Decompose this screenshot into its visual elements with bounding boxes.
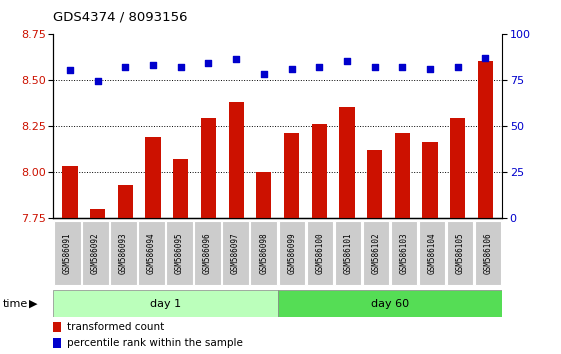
Text: day 60: day 60 (371, 298, 409, 309)
Bar (306, 221, 333, 285)
Text: time: time (3, 298, 28, 309)
Bar (53, 322, 61, 332)
Text: GSM586094: GSM586094 (147, 232, 156, 274)
Bar (82, 221, 108, 285)
Bar (53, 290, 278, 317)
Bar (90, 209, 105, 218)
Point (481, 55, 490, 61)
Bar (284, 133, 299, 218)
Bar (256, 172, 272, 218)
Bar (201, 118, 216, 218)
Point (204, 60, 213, 66)
Bar (222, 221, 249, 285)
Text: GSM586096: GSM586096 (203, 232, 212, 274)
Text: GSM586091: GSM586091 (63, 232, 72, 274)
Bar (228, 102, 244, 218)
Text: GDS4374 / 8093156: GDS4374 / 8093156 (53, 11, 188, 24)
Bar (278, 290, 502, 317)
Bar (311, 124, 327, 218)
Bar (166, 221, 193, 285)
Point (453, 64, 462, 70)
Text: GSM586093: GSM586093 (119, 232, 128, 274)
Bar (447, 221, 473, 285)
Text: GSM586100: GSM586100 (315, 232, 324, 274)
Point (426, 66, 435, 72)
Text: GSM586102: GSM586102 (371, 232, 380, 274)
Point (370, 64, 379, 70)
Bar (62, 166, 77, 218)
Bar (450, 118, 466, 218)
Bar (53, 338, 61, 348)
Bar (138, 221, 164, 285)
Bar (367, 150, 382, 218)
Text: GSM586105: GSM586105 (456, 232, 465, 274)
Bar (334, 221, 361, 285)
Text: ▶: ▶ (29, 298, 38, 309)
Bar (145, 137, 160, 218)
Bar (54, 221, 81, 285)
Text: GSM586104: GSM586104 (427, 232, 436, 274)
Text: GSM586103: GSM586103 (399, 232, 408, 274)
Bar (422, 142, 438, 218)
Point (315, 64, 324, 70)
Text: percentile rank within the sample: percentile rank within the sample (67, 338, 243, 348)
Point (232, 57, 241, 62)
Point (66, 68, 75, 73)
Text: GSM586106: GSM586106 (484, 232, 493, 274)
Bar (251, 221, 277, 285)
Bar (390, 221, 417, 285)
Point (398, 64, 407, 70)
Point (342, 58, 351, 64)
Bar (362, 221, 389, 285)
Bar (173, 159, 188, 218)
Bar (478, 61, 493, 218)
Point (93, 79, 102, 84)
Point (149, 62, 158, 68)
Point (176, 64, 185, 70)
Bar (395, 133, 410, 218)
Text: GSM586095: GSM586095 (175, 232, 184, 274)
Point (259, 71, 268, 77)
Bar (278, 221, 305, 285)
Point (121, 64, 130, 70)
Text: transformed count: transformed count (67, 322, 164, 332)
Point (287, 66, 296, 72)
Text: GSM586101: GSM586101 (343, 232, 352, 274)
Bar (194, 221, 221, 285)
Bar (118, 184, 133, 218)
Text: day 1: day 1 (150, 298, 181, 309)
Bar (339, 107, 355, 218)
Bar (110, 221, 136, 285)
Bar (419, 221, 445, 285)
Text: GSM586098: GSM586098 (259, 232, 268, 274)
Bar (475, 221, 501, 285)
Text: GSM586097: GSM586097 (231, 232, 240, 274)
Text: GSM586099: GSM586099 (287, 232, 296, 274)
Text: GSM586092: GSM586092 (91, 232, 100, 274)
